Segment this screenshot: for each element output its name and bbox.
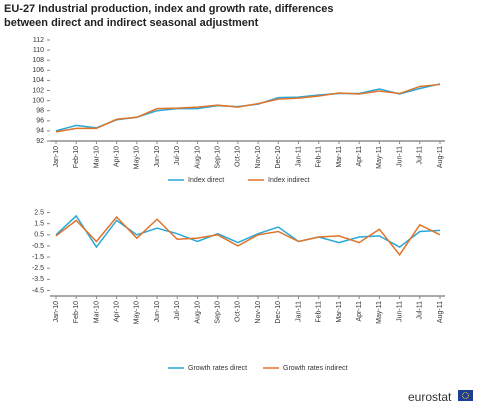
x-tick-label: Oct-10	[235, 301, 242, 322]
y-tick-label: 98	[36, 108, 44, 115]
x-tick-label: Jul-10	[174, 146, 181, 165]
x-tick-label: Jan-11	[295, 301, 302, 322]
chart-title: EU-27 Industrial production, index and g…	[4, 3, 333, 15]
series-line	[55, 83, 441, 133]
x-tick-label: Feb-11	[316, 301, 323, 323]
x-tick-label: May-10	[134, 146, 141, 169]
x-tick-label: Mar-10	[93, 301, 100, 323]
x-tick-label: Aug-11	[437, 301, 444, 323]
x-tick-label: Sep-10	[215, 146, 222, 169]
series-line	[55, 215, 441, 257]
y-tick-label: 108	[32, 57, 44, 64]
y-tick-label: -0.5	[32, 243, 44, 250]
x-tick-label: Jul-11	[417, 146, 424, 165]
legend-label: Growth rates direct	[188, 365, 247, 372]
x-tick-label: Apr-11	[356, 146, 363, 167]
x-tick-label: Feb-10	[73, 301, 80, 323]
y-tick-label: 0.5	[34, 232, 44, 239]
x-tick-label: Aug-11	[437, 146, 444, 168]
x-tick-label: Jun-10	[154, 301, 161, 323]
y-tick-label: 104	[32, 77, 44, 84]
legend-label: Index indirect	[268, 177, 310, 184]
x-tick-label: Jul-10	[174, 301, 181, 320]
x-tick-label: Jul-11	[417, 301, 424, 320]
x-tick-label: Dec-10	[275, 301, 282, 324]
y-tick-label: 100	[32, 97, 44, 104]
x-tick-label: Jan-10	[53, 301, 60, 323]
x-tick-label: Jun-11	[396, 146, 403, 167]
legend-label: Index direct	[188, 177, 224, 184]
x-tick-label: Jun-10	[154, 146, 161, 168]
y-tick-label: 112	[33, 37, 44, 44]
x-tick-label: Mar-10	[93, 146, 100, 168]
x-tick-label: Apr-10	[113, 146, 120, 167]
y-tick-label: -3.5	[32, 276, 44, 283]
y-tick-label: 1.5	[34, 221, 44, 228]
x-tick-label: Nov-10	[255, 301, 262, 324]
y-tick-label: 94	[36, 128, 44, 135]
x-tick-label: Dec-10	[275, 146, 282, 169]
y-tick-label: 92	[36, 138, 44, 145]
x-tick-label: Jun-11	[396, 301, 403, 322]
y-tick-label: 102	[32, 87, 44, 94]
x-tick-label: Feb-10	[73, 146, 80, 168]
x-tick-label: Jan-10	[53, 146, 60, 168]
x-tick-label: May-11	[376, 146, 383, 169]
x-tick-label: Apr-10	[113, 301, 120, 322]
legend-label: Growth rates indirect	[283, 365, 348, 372]
x-tick-label: Jan-11	[295, 146, 302, 167]
y-tick-label: -2.5	[32, 265, 44, 272]
x-tick-label: Feb-11	[316, 146, 323, 168]
x-tick-label: Apr-11	[356, 301, 363, 322]
y-tick-label: 106	[32, 67, 44, 74]
y-tick-label: 110	[33, 47, 44, 54]
brand: eurostat	[408, 390, 452, 404]
x-tick-label: Sep-10	[215, 301, 222, 324]
x-tick-label: Aug-10	[194, 146, 201, 169]
y-tick-label: 96	[36, 118, 44, 125]
x-tick-label: Aug-10	[194, 301, 201, 324]
x-tick-label: Mar-11	[336, 146, 343, 168]
x-tick-label: Nov-10	[255, 146, 262, 169]
y-tick-label: -4.5	[32, 287, 44, 294]
chart-title: between direct and indirect seasonal adj…	[4, 17, 259, 29]
flag	[458, 390, 473, 401]
x-tick-label: May-10	[134, 301, 141, 324]
x-tick-label: Mar-11	[336, 301, 343, 323]
y-tick-label: 2.5	[34, 209, 44, 216]
x-tick-label: Oct-10	[235, 146, 242, 167]
x-tick-label: May-11	[376, 301, 383, 324]
flag-stars	[462, 392, 469, 399]
series-line	[55, 214, 441, 249]
y-tick-label: -1.5	[32, 254, 44, 261]
